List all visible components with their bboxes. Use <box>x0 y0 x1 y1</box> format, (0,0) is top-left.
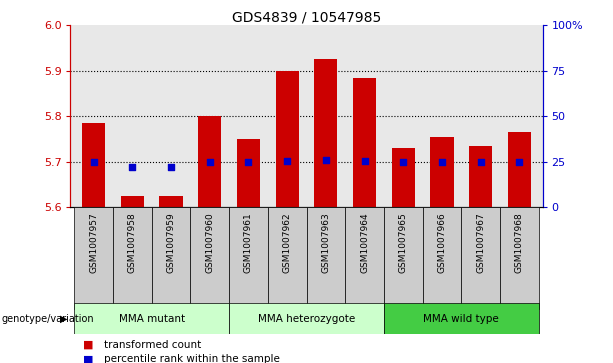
Point <box>166 164 176 170</box>
Point <box>89 159 99 164</box>
Bar <box>159 196 183 207</box>
Bar <box>384 207 422 309</box>
Text: GSM1007964: GSM1007964 <box>360 212 369 273</box>
Text: GSM1007968: GSM1007968 <box>515 212 524 273</box>
Bar <box>237 139 260 207</box>
Bar <box>268 207 306 309</box>
Text: GSM1007961: GSM1007961 <box>244 212 253 273</box>
Point <box>243 159 253 164</box>
Bar <box>276 71 299 207</box>
Point <box>360 158 370 164</box>
Point <box>398 159 408 164</box>
Point <box>282 158 292 164</box>
Bar <box>422 207 461 309</box>
Text: transformed count: transformed count <box>104 340 202 350</box>
Text: ■: ■ <box>83 340 93 350</box>
Point <box>321 157 331 163</box>
Text: GSM1007958: GSM1007958 <box>128 212 137 273</box>
Text: ▶: ▶ <box>60 314 67 323</box>
Bar <box>314 60 337 207</box>
Bar <box>345 207 384 309</box>
Text: GSM1007959: GSM1007959 <box>167 212 175 273</box>
Point <box>476 159 485 164</box>
Text: GSM1007962: GSM1007962 <box>283 212 292 273</box>
Bar <box>229 207 268 309</box>
Text: genotype/variation: genotype/variation <box>1 314 94 323</box>
Text: GSM1007957: GSM1007957 <box>89 212 98 273</box>
Bar <box>461 207 500 309</box>
Bar <box>74 207 113 309</box>
Bar <box>469 146 492 207</box>
Bar <box>508 132 531 207</box>
Text: GSM1007966: GSM1007966 <box>438 212 446 273</box>
Bar <box>152 207 191 309</box>
Bar <box>121 196 144 207</box>
Bar <box>384 303 539 334</box>
Text: MMA heterozygote: MMA heterozygote <box>258 314 355 323</box>
Point <box>128 164 137 170</box>
Point <box>437 159 447 164</box>
Bar <box>229 303 384 334</box>
Text: MMA mutant: MMA mutant <box>119 314 185 323</box>
Text: ■: ■ <box>83 354 93 363</box>
Bar <box>500 207 539 309</box>
Text: MMA wild type: MMA wild type <box>424 314 499 323</box>
Bar <box>82 123 105 207</box>
Point <box>205 159 215 164</box>
Bar <box>74 303 229 334</box>
Text: GSM1007960: GSM1007960 <box>205 212 215 273</box>
Point <box>514 159 524 164</box>
Text: GSM1007967: GSM1007967 <box>476 212 485 273</box>
Text: GSM1007965: GSM1007965 <box>398 212 408 273</box>
Bar <box>113 207 152 309</box>
Bar <box>430 136 454 207</box>
Bar <box>191 207 229 309</box>
Text: GDS4839 / 10547985: GDS4839 / 10547985 <box>232 11 381 25</box>
Text: percentile rank within the sample: percentile rank within the sample <box>104 354 280 363</box>
Bar <box>306 207 345 309</box>
Text: GSM1007963: GSM1007963 <box>321 212 330 273</box>
Bar <box>198 116 221 207</box>
Bar <box>392 148 415 207</box>
Bar <box>353 78 376 207</box>
